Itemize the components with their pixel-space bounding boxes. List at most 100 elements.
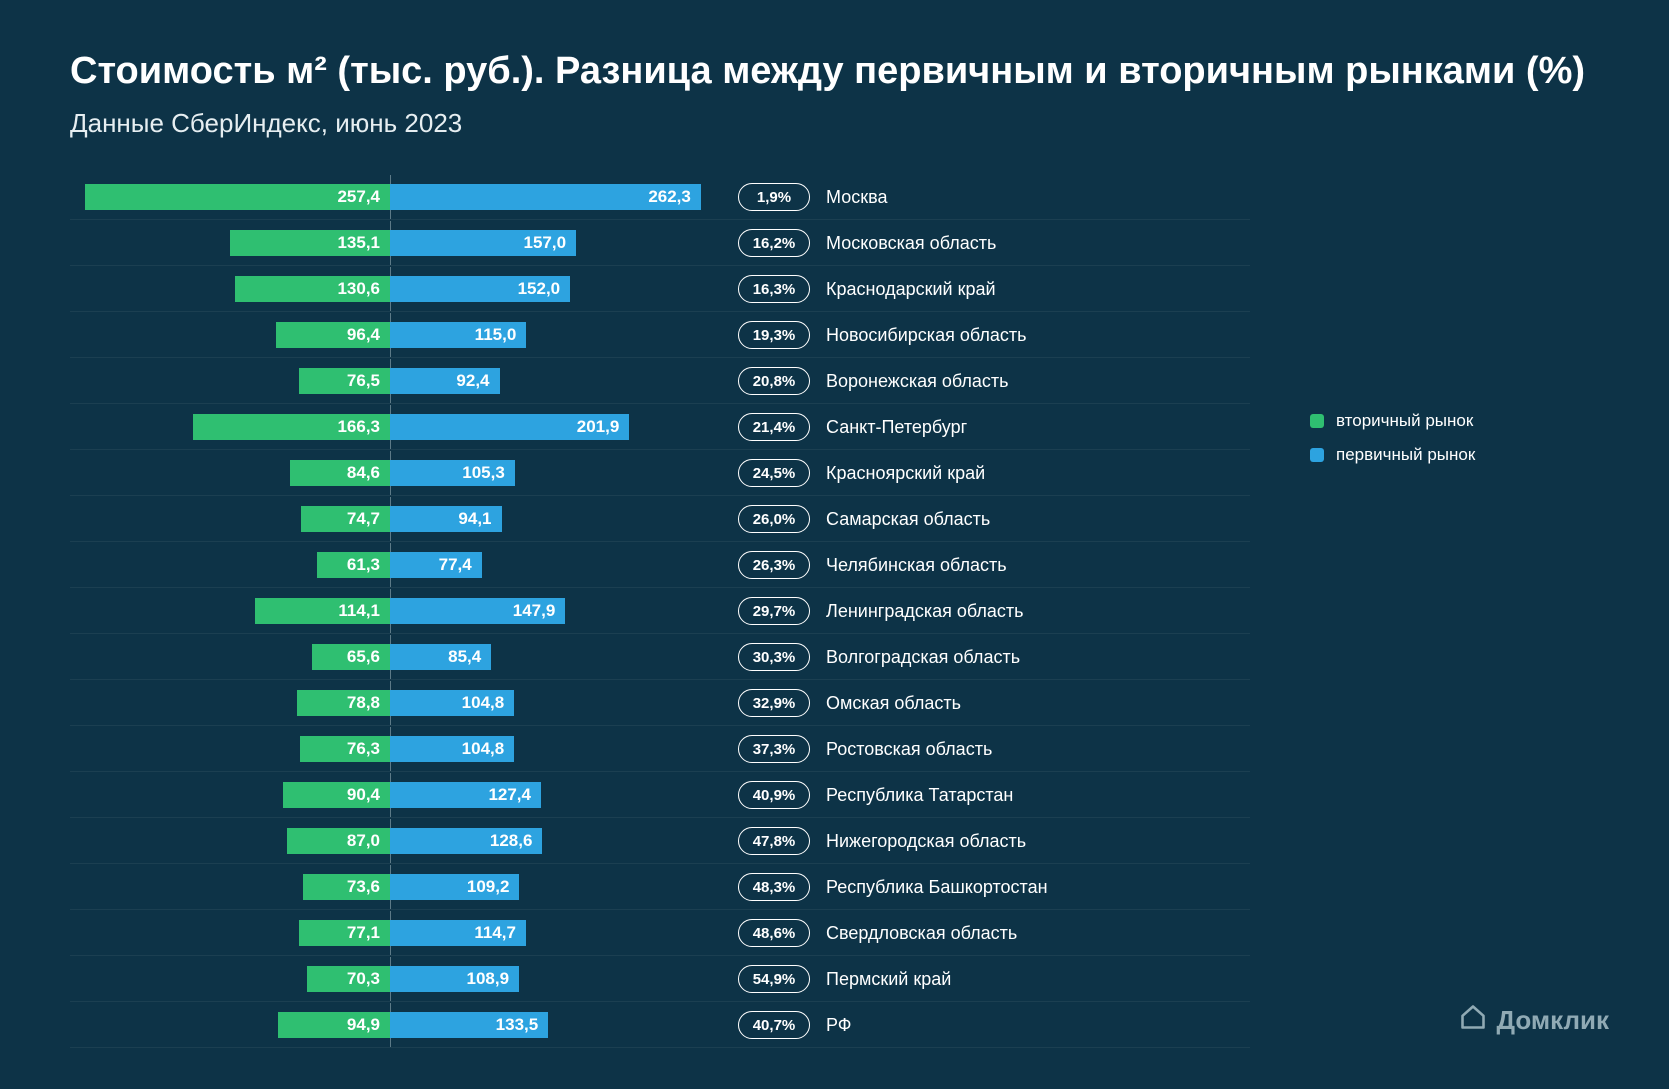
diff-pill: 48,6% (738, 919, 810, 947)
chart-container: Стоимость м² (тыс. руб.). Разница между … (0, 0, 1669, 1089)
bar-secondary-value: 70,3 (347, 969, 380, 989)
bar-pair: 74,794,1 (70, 497, 710, 541)
region-label: Челябинская область (826, 555, 1007, 576)
bar-primary: 262,3 (390, 184, 701, 210)
bar-secondary: 166,3 (193, 414, 390, 440)
bar-primary-value: 128,6 (490, 831, 533, 851)
legend-item: вторичный рынок (1310, 411, 1475, 431)
diff-pill: 26,3% (738, 551, 810, 579)
bar-secondary: 94,9 (278, 1012, 390, 1038)
bar-primary: 127,4 (390, 782, 541, 808)
bar-primary-value: 115,0 (475, 325, 517, 345)
chart-row: 135,1 157,0 16,2% Московская область (70, 221, 1250, 265)
bar-primary-value: 85,4 (448, 647, 481, 667)
bar-secondary: 84,6 (290, 460, 390, 486)
chart-row: 76,592,420,8%Воронежская область (70, 359, 1250, 403)
bar-pair: 84,6 105,3 (70, 451, 710, 495)
chart-row: 74,794,126,0%Самарская область (70, 497, 1250, 541)
bar-primary: 128,6 (390, 828, 542, 854)
bar-secondary: 61,3 (317, 552, 390, 578)
diff-pill: 1,9% (738, 183, 810, 211)
bar-primary-value: 133,5 (496, 1015, 539, 1035)
bar-secondary-value: 114,1 (338, 601, 380, 621)
bar-secondary-value: 130,6 (337, 279, 380, 299)
logo: Домклик (1459, 1003, 1609, 1038)
legend-swatch (1310, 448, 1324, 462)
bar-primary: 105,3 (390, 460, 515, 486)
bar-primary-value: 157,0 (524, 233, 567, 253)
bar-secondary: 76,3 (300, 736, 390, 762)
diff-pill: 54,9% (738, 965, 810, 993)
bar-secondary: 90,4 (283, 782, 390, 808)
diff-pill: 32,9% (738, 689, 810, 717)
diff-pill: 21,4% (738, 413, 810, 441)
chart-row: 76,3 104,8 37,3% Ростовская область (70, 727, 1250, 771)
bar-pair: 70,3 108,9 (70, 957, 710, 1001)
bar-primary: 104,8 (390, 736, 514, 762)
chart-row: 90,4127,440,9%Республика Татарстан (70, 773, 1250, 817)
diff-pill: 16,2% (738, 229, 810, 257)
diff-pill: 30,3% (738, 643, 810, 671)
legend-swatch (1310, 414, 1324, 428)
region-label: Ростовская область (826, 739, 992, 760)
bar-pair: 76,592,4 (70, 359, 710, 403)
bar-primary-value: 109,2 (467, 877, 510, 897)
region-label: Омская область (826, 693, 961, 714)
bar-pair: 76,3 104,8 (70, 727, 710, 771)
bar-secondary-value: 73,6 (347, 877, 380, 897)
bar-primary-value: 114,7 (474, 923, 516, 943)
chart-row: 78,8 104,8 32,9% Омская область (70, 681, 1250, 725)
bar-secondary-value: 65,6 (347, 647, 380, 667)
bar-secondary-value: 78,8 (347, 693, 380, 713)
chart-subtitle: Данные СберИндекс, июнь 2023 (70, 108, 1599, 139)
bar-secondary: 65,6 (312, 644, 390, 670)
bar-secondary-value: 76,3 (347, 739, 380, 759)
bar-secondary-value: 76,5 (347, 371, 380, 391)
bar-secondary: 114,1 (255, 598, 390, 624)
bar-pair: 257,4262,3 (70, 175, 710, 219)
house-icon (1459, 1003, 1487, 1038)
region-label: Самарская область (826, 509, 990, 530)
bar-primary-value: 201,9 (577, 417, 620, 437)
bar-secondary: 78,8 (297, 690, 390, 716)
chart-title: Стоимость м² (тыс. руб.). Разница между … (70, 48, 1599, 94)
bar-primary-value: 105,3 (462, 463, 505, 483)
chart-row: 114,1147,929,7%Ленинградская область (70, 589, 1250, 633)
chart-row: 257,4262,31,9%Москва (70, 175, 1250, 219)
diff-pill: 37,3% (738, 735, 810, 763)
bar-primary: 147,9 (390, 598, 565, 624)
bar-pair: 90,4127,4 (70, 773, 710, 817)
bar-primary: 104,8 (390, 690, 514, 716)
diff-pill: 40,9% (738, 781, 810, 809)
bar-secondary-value: 84,6 (347, 463, 380, 483)
bar-primary-value: 152,0 (518, 279, 561, 299)
region-label: Свердловская область (826, 923, 1017, 944)
bar-secondary-value: 87,0 (347, 831, 380, 851)
region-label: Красноярский край (826, 463, 985, 484)
bar-pair: 130,6 152,0 (70, 267, 710, 311)
region-label: Пермский край (826, 969, 951, 990)
bar-primary-value: 108,9 (467, 969, 510, 989)
bar-secondary-value: 135,1 (337, 233, 380, 253)
bar-primary-value: 77,4 (439, 555, 472, 575)
bar-secondary: 135,1 (230, 230, 390, 256)
bar-primary-value: 147,9 (513, 601, 556, 621)
bar-primary: 157,0 (390, 230, 576, 256)
bar-pair: 77,1 114,7 (70, 911, 710, 955)
bar-primary: 94,1 (390, 506, 502, 532)
diff-pill: 24,5% (738, 459, 810, 487)
diff-pill: 19,3% (738, 321, 810, 349)
chart-row: 166,3201,921,4%Санкт-Петербург (70, 405, 1250, 449)
region-label: Московская область (826, 233, 996, 254)
region-label: Воронежская область (826, 371, 1009, 392)
region-label: Новосибирская область (826, 325, 1027, 346)
bar-pair: 96,4115,0 (70, 313, 710, 357)
region-label: Ленинградская область (826, 601, 1024, 622)
region-label: Краснодарский край (826, 279, 996, 300)
chart-row: 130,6152,016,3%Краснодарский край (70, 267, 1250, 311)
bar-pair: 114,1 147,9 (70, 589, 710, 633)
bar-secondary-value: 77,1 (347, 923, 380, 943)
bar-secondary: 73,6 (303, 874, 390, 900)
chart-row: 87,0128,647,8%Нижегородская область (70, 819, 1250, 863)
bar-secondary: 74,7 (301, 506, 390, 532)
